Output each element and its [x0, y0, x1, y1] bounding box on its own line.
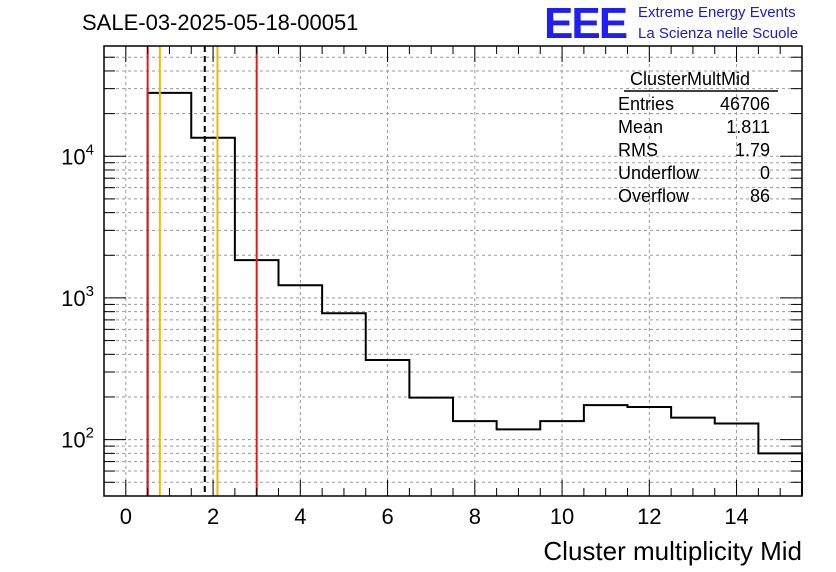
x-axis-label: Cluster multiplicity Mid — [543, 536, 802, 566]
stats-box: ClusterMultMid Entries 46706 Mean 1.811 RMS 1.… — [618, 69, 778, 206]
axes: 0 2 4 6 8 10 12 14 102 103 104 — [61, 45, 803, 529]
plot-title: SALE-03-2025-05-18-00051 — [82, 10, 359, 35]
stats-value: 1.811 — [726, 117, 770, 137]
logo-subtitle-line2: La Scienza nelle Scuole — [638, 25, 799, 42]
histogram-outline — [146, 91, 803, 496]
y-tick-label: 103 — [61, 283, 94, 311]
y-tick-label: 102 — [61, 425, 94, 453]
stats-value: 1.79 — [735, 140, 770, 160]
stats-value: 86 — [750, 186, 770, 206]
grid-lines — [104, 45, 802, 497]
stats-label: Overflow — [618, 186, 690, 206]
marker-lines — [146, 46, 258, 496]
x-tick-label: 12 — [637, 504, 661, 529]
x-tick-label: 10 — [550, 504, 574, 529]
histogram-bins — [146, 91, 803, 496]
x-tick-label: 2 — [207, 504, 219, 529]
stats-label: Mean — [618, 117, 663, 137]
x-tick-label: 8 — [469, 504, 481, 529]
stats-title: ClusterMultMid — [630, 69, 750, 89]
stats-label: Entries — [618, 94, 674, 114]
stats-label: RMS — [618, 140, 658, 160]
stats-value: 46706 — [720, 94, 770, 114]
stats-label: Underflow — [618, 163, 700, 183]
x-tick-label: 4 — [294, 504, 306, 529]
logo-subtitle-line1: Extreme Energy Events — [638, 4, 796, 21]
y-tick-label: 104 — [61, 141, 94, 169]
x-tick-label: 6 — [381, 504, 393, 529]
stats-value: 0 — [760, 163, 770, 183]
x-tick-label: 14 — [724, 504, 748, 529]
x-tick-label: 0 — [120, 504, 132, 529]
eee-logo: EEE — [544, 0, 628, 48]
